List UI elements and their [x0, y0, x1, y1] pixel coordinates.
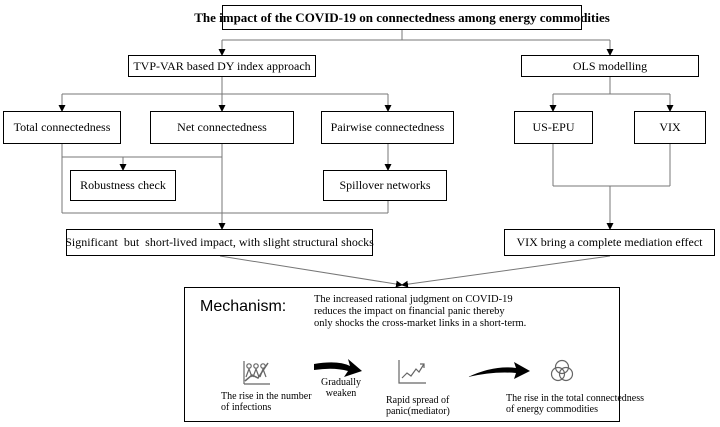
venn-circles-icon — [550, 359, 574, 382]
diagram-title: The impact of the COVID-19 on connectedn… — [194, 5, 610, 30]
gradually-weaken-caption: Gradually weaken — [321, 377, 361, 399]
caption-line: Rapid spread of — [386, 395, 450, 406]
bold-arrow-icon — [314, 359, 362, 377]
mechanism-text-line: reduces the impact on financial panic th… — [314, 306, 505, 317]
mechanism-text-line: only shocks the cross-market links in a … — [314, 318, 527, 329]
caption-line: Gradually — [321, 377, 361, 388]
mechanism-panel — [184, 287, 620, 422]
significant-impact-box: Significant but short-lived impact, with… — [65, 229, 374, 256]
rising-line-chart-icon — [398, 360, 426, 384]
caption-line: The rise in the number — [221, 391, 312, 402]
total-connectedness-box: Total connectedness — [3, 111, 121, 144]
step-connectedness-caption: The rise in the total connectedness of e… — [506, 393, 644, 415]
vix-box: VIX — [634, 111, 706, 144]
caption-line: panic(mediator) — [386, 406, 450, 417]
tvp-var-header: TVP-VAR based DY index approach — [128, 55, 316, 77]
step-panic-caption: Rapid spread of panic(mediator) — [386, 395, 450, 417]
bold-arrow-icon — [468, 362, 530, 379]
mechanism-label: Mechanism: — [200, 298, 287, 315]
mechanism-text-line: The increased rational judgment on COVID… — [314, 294, 513, 305]
ols-header: OLS modelling — [521, 55, 699, 77]
step-infections-caption: The rise in the number of infections — [221, 391, 312, 413]
spillover-networks-box: Spillover networks — [323, 170, 447, 201]
caption-line: The rise in the total connectedness — [506, 393, 645, 404]
us-epu-box: US-EPU — [514, 111, 593, 144]
vix-mediation-box: VIX bring a complete mediation effect — [504, 229, 715, 256]
people-chart-icon — [243, 361, 270, 385]
mechanism-description: The increased rational judgment on COVID… — [314, 294, 586, 330]
caption-line: weaken — [325, 388, 357, 399]
caption-line: of infections — [221, 402, 272, 413]
net-connectedness-box: Net connectedness — [150, 111, 294, 144]
robustness-check-box: Robustness check — [70, 170, 176, 201]
caption-line: of energy commodities — [506, 404, 599, 415]
pairwise-connectedness-box: Pairwise connectedness — [321, 111, 454, 144]
